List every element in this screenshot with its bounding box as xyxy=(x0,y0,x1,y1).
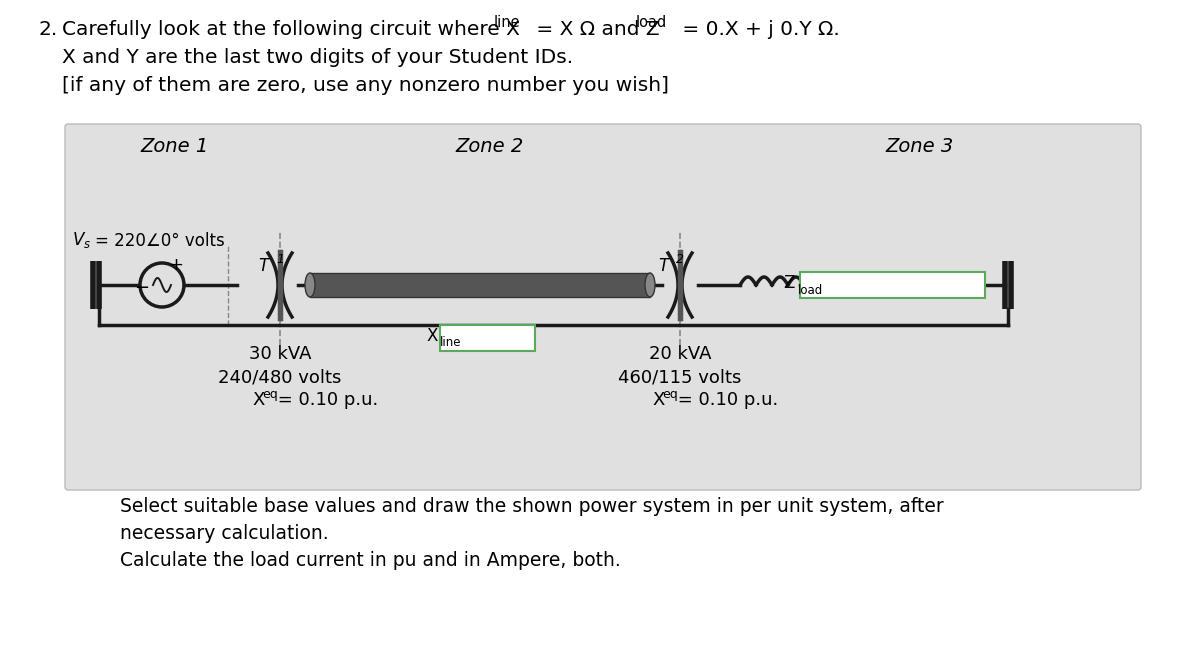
Text: Z: Z xyxy=(784,274,796,292)
Text: X: X xyxy=(427,327,438,345)
FancyBboxPatch shape xyxy=(65,124,1141,490)
Text: load: load xyxy=(636,15,667,30)
Bar xyxy=(310,273,650,297)
Text: Zone 2: Zone 2 xyxy=(456,137,524,156)
Bar xyxy=(440,325,535,351)
Text: = 220∠0° volts: = 220∠0° volts xyxy=(95,232,224,250)
Text: = X Ω and Z: = X Ω and Z xyxy=(530,20,660,39)
Text: Calculate the load current in pu and in Ampere, both.: Calculate the load current in pu and in … xyxy=(120,551,620,570)
Text: 2: 2 xyxy=(676,253,684,266)
Text: eq: eq xyxy=(662,388,678,401)
Text: [if any of them are zero, use any nonzero number you wish]: [if any of them are zero, use any nonzer… xyxy=(62,76,670,95)
Text: X: X xyxy=(252,391,264,409)
Text: line: line xyxy=(440,337,462,350)
Text: X: X xyxy=(652,391,665,409)
Text: 2.: 2. xyxy=(38,20,58,39)
Bar xyxy=(800,272,985,298)
Text: T: T xyxy=(258,257,268,275)
Text: eq: eq xyxy=(262,388,277,401)
Text: −: − xyxy=(134,279,150,297)
Text: line: line xyxy=(494,15,521,30)
Ellipse shape xyxy=(646,273,655,297)
Text: 460/115 volts: 460/115 volts xyxy=(618,368,742,386)
Text: Select suitable base values and draw the shown power system in per unit system, : Select suitable base values and draw the… xyxy=(120,497,943,516)
Text: load: load xyxy=(798,284,823,297)
Text: 1: 1 xyxy=(276,253,284,266)
Text: = 0.10 p.u.: = 0.10 p.u. xyxy=(672,391,779,409)
Text: $V_s$: $V_s$ xyxy=(72,230,91,250)
Text: necessary calculation.: necessary calculation. xyxy=(120,524,329,543)
Text: = 0.X + j 0.Y Ω.: = 0.X + j 0.Y Ω. xyxy=(676,20,840,39)
Text: Zone 1: Zone 1 xyxy=(140,137,209,156)
Text: T: T xyxy=(658,257,668,275)
Text: = 0.10 p.u.: = 0.10 p.u. xyxy=(272,391,378,409)
Text: Zone 3: Zone 3 xyxy=(886,137,954,156)
Text: +: + xyxy=(168,256,184,274)
Text: 30 kVA: 30 kVA xyxy=(248,345,311,363)
Text: Carefully look at the following circuit where X: Carefully look at the following circuit … xyxy=(62,20,520,39)
Text: 20 kVA: 20 kVA xyxy=(649,345,712,363)
Text: 240/480 volts: 240/480 volts xyxy=(218,368,342,386)
Text: X and Y are the last two digits of your Student IDs.: X and Y are the last two digits of your … xyxy=(62,48,574,67)
Ellipse shape xyxy=(305,273,314,297)
